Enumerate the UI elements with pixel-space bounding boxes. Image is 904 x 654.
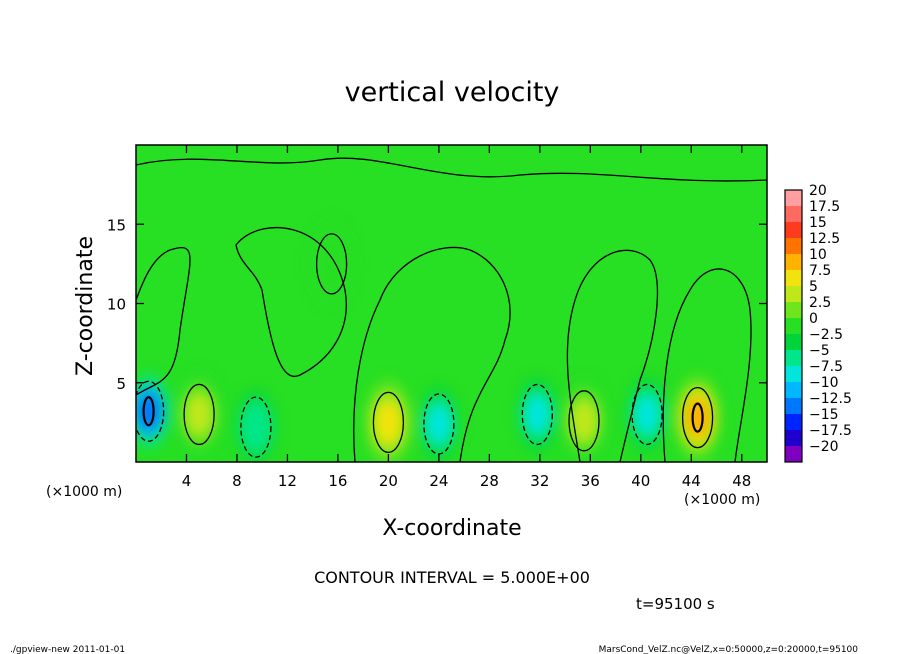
x-tick-label-7: 32 (530, 472, 549, 490)
contour-lines (136, 157, 767, 462)
y-axis-title: Z-coordinate (73, 236, 98, 376)
colorbar-label-11: −7.5 (809, 359, 843, 375)
contour-5 (568, 390, 600, 452)
colorbar-label-7: 2.5 (809, 295, 831, 311)
colorbar-label-16: −20 (809, 439, 839, 455)
field-blob-4-2 (426, 405, 451, 443)
colorbar-swatch-8 (785, 318, 802, 334)
field-blob-5-2 (571, 400, 597, 441)
colorbar-label-15: −17.5 (809, 423, 852, 439)
colorbar-label-8: 0 (809, 311, 818, 327)
colorbar-swatch-13 (785, 238, 802, 254)
colorbar-label-14: −15 (809, 407, 839, 423)
field-blob-7-2 (635, 395, 660, 434)
contour-4 (423, 393, 455, 455)
colorbar-label-4: 10 (809, 247, 827, 263)
colorbar-frame (784, 189, 803, 463)
x-tick-label-1: 8 (232, 472, 242, 490)
colorbar-swatch-12 (785, 254, 802, 270)
contour-6 (521, 383, 553, 446)
y-tick-label-0: 5 (116, 375, 126, 393)
colorbar-swatch-10 (785, 286, 802, 302)
colorbar-swatch-0 (785, 446, 802, 462)
contour-0 (183, 383, 215, 446)
colorbar-swatch-11 (785, 270, 802, 286)
footer-right: MarsCond_VelZ.nc@VelZ,x=0:50000,z=0:2000… (599, 645, 859, 654)
y-unit-label: (×1000 m) (46, 484, 122, 500)
field-blob-3-2 (375, 402, 402, 443)
contour-1 (136, 380, 165, 442)
colorbar-label-2: 15 (809, 215, 827, 231)
zero-contour-0 (136, 246, 191, 396)
y-axis: 5 10 15 (107, 216, 767, 393)
x-tick-label-8: 36 (581, 472, 600, 490)
field-blob-9-2 (318, 243, 345, 285)
colorbar-swatch-14 (785, 222, 802, 238)
field-blob-1-2 (136, 392, 161, 430)
x-tick-label-0: 4 (182, 472, 192, 490)
contour-3 (372, 391, 405, 454)
contour-8 (681, 386, 714, 449)
x-tick-label-10: 44 (682, 472, 701, 490)
footer-left: ./gpview-new 2011-01-01 (10, 645, 125, 654)
plot-area (135, 144, 768, 463)
zero-contour-1 (235, 226, 347, 378)
colorbar-swatch-3 (785, 398, 802, 414)
x-tick-label-11: 48 (732, 472, 751, 490)
time-label: t=95100 s (636, 595, 715, 613)
colorbar-label-1: 17.5 (809, 199, 840, 215)
colorbar-label-13: −12.5 (809, 391, 852, 407)
colorbar-swatch-4 (785, 382, 802, 398)
colorbar-label-5: 7.5 (809, 263, 831, 279)
zero-contour-3 (566, 249, 659, 462)
colorbar-swatch-16 (785, 190, 802, 206)
x-tick-label-5: 24 (429, 472, 448, 490)
field-blob-8-2 (684, 397, 711, 438)
colorbar-swatch-7 (785, 334, 802, 350)
x-axis-title: X-coordinate (382, 516, 521, 541)
field-blob-0-2 (186, 394, 212, 435)
y-tick-label-1: 10 (107, 296, 126, 314)
x-unit-label: (×1000 m) (684, 492, 760, 508)
colorbar-label-12: −10 (809, 375, 839, 391)
x-tick-label-3: 16 (328, 472, 347, 490)
x-axis: 4 8 12 16 20 24 28 32 36 40 44 48 (182, 145, 751, 490)
colorbar-swatch-5 (785, 366, 802, 382)
contour-2 (240, 396, 272, 458)
contour-interval-label: CONTOUR INTERVAL = 5.000E+00 (314, 568, 590, 587)
zero-contour-2 (353, 246, 511, 462)
zero-contour-5 (136, 157, 767, 182)
x-tick-label-2: 12 (278, 472, 297, 490)
colorbar-swatch-1 (785, 430, 802, 446)
colorbar-swatch-2 (785, 414, 802, 430)
colorbar-label-0: 20 (809, 183, 827, 199)
x-tick-label-9: 40 (631, 472, 650, 490)
x-tick-label-6: 28 (480, 472, 499, 490)
contour-7 (631, 383, 663, 446)
chart-title: vertical velocity (345, 77, 560, 108)
zero-contour-4 (662, 268, 752, 462)
field-blob-6-2 (525, 395, 550, 434)
colorbar-label-3: 12.5 (809, 231, 840, 247)
colorbar-label-10: −5 (809, 343, 830, 359)
x-tick-label-4: 20 (379, 472, 398, 490)
colorbar-label-9: −2.5 (809, 327, 843, 343)
colorbar-swatch-6 (785, 350, 802, 366)
colorbar-swatch-15 (785, 206, 802, 222)
field-blob-2-2 (243, 408, 268, 446)
y-tick-label-2: 15 (107, 216, 126, 234)
contour-inner-1 (142, 396, 155, 427)
colorbar-swatch-9 (785, 302, 802, 318)
colorbar-label-6: 5 (809, 279, 818, 295)
contour-9 (315, 233, 348, 295)
contour-inner-8 (691, 402, 704, 433)
colorbar: 2017.51512.5107.552.50−2.5−5−7.5−10−12.5… (784, 183, 852, 463)
